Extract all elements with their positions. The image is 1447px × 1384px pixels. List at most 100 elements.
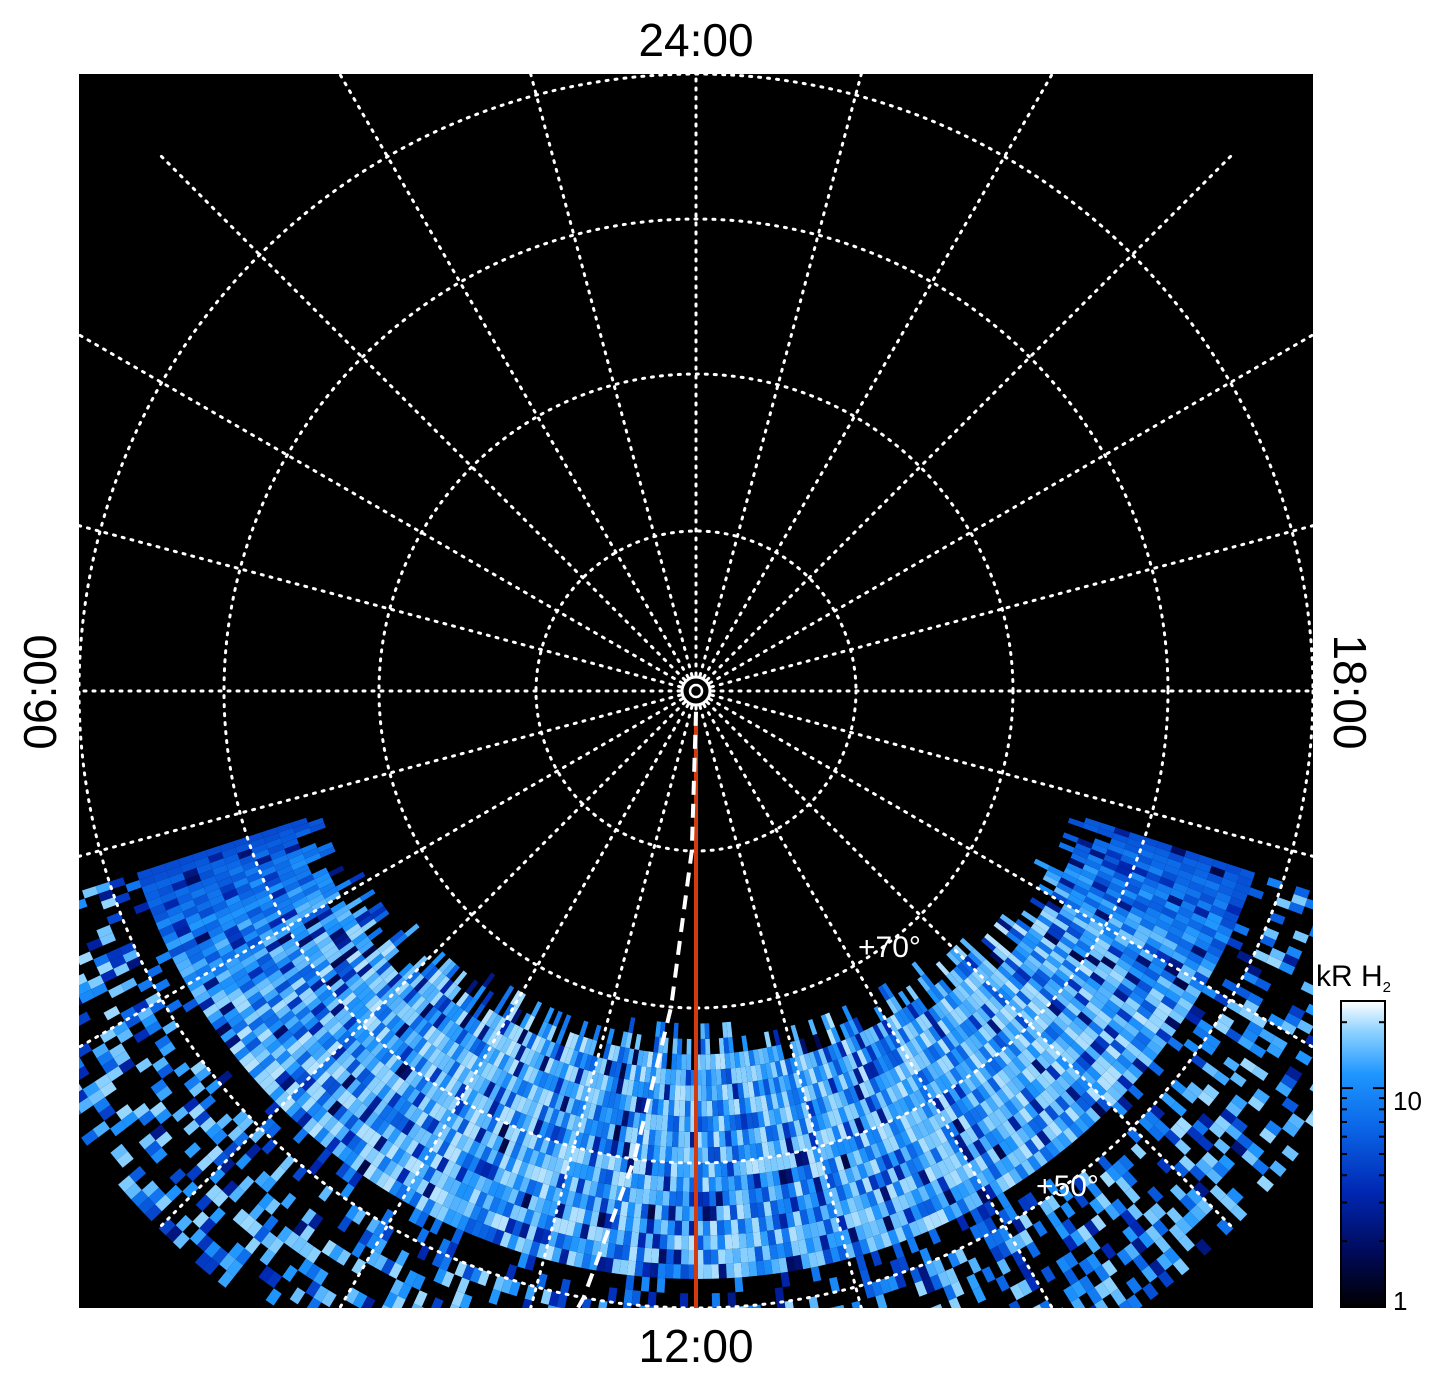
emission-cell: [1136, 1051, 1153, 1067]
emission-cell: [999, 1006, 1015, 1023]
emission-cell: [774, 1287, 785, 1303]
emission-cell: [1027, 977, 1044, 992]
emission-cell: [1035, 1074, 1051, 1090]
emission-cell: [279, 870, 296, 883]
emission-cell: [276, 822, 294, 833]
emission-cell: [290, 1086, 306, 1102]
emission-cell: [303, 944, 320, 959]
emission-cell: [487, 1100, 500, 1117]
emission-cell: [724, 1234, 733, 1250]
lt-label-top: 24:00: [638, 14, 753, 66]
emission-cell: [613, 1244, 623, 1260]
emission-cell: [1149, 1103, 1166, 1120]
emission-cell: [896, 1210, 909, 1227]
emission-cell: [1144, 993, 1161, 1008]
emission-cell: [642, 1262, 651, 1278]
emission-cell: [1140, 973, 1157, 988]
emission-cell: [332, 932, 349, 946]
emission-cell: [1002, 1172, 1017, 1189]
emission-cell: [1107, 916, 1124, 929]
emission-cell: [555, 1202, 566, 1219]
emission-cell: [481, 990, 495, 1007]
emission-cell: [408, 1033, 423, 1050]
emission-cell: [211, 989, 228, 1004]
emission-cell: [1097, 827, 1114, 839]
emission-cell: [727, 1083, 734, 1100]
emission-cell: [254, 1170, 271, 1188]
emission-cell: [1070, 1297, 1086, 1308]
emission-cell: [579, 1053, 589, 1070]
emission-cell: [1045, 1084, 1061, 1101]
emission-cell: [1024, 1138, 1040, 1155]
emission-cell: [338, 1146, 353, 1163]
emission-cell: [1172, 1003, 1190, 1018]
emission-cell: [703, 1264, 712, 1279]
emission-cell: [930, 1307, 933, 1308]
emission-cell: [1189, 1204, 1207, 1222]
emission-cell: [1059, 1031, 1075, 1046]
emission-cell: [459, 1013, 473, 1029]
emission-cell: [769, 1061, 778, 1078]
emission-cell: [1120, 1209, 1137, 1227]
emission-cell: [349, 1118, 365, 1135]
emission-cell: [160, 891, 177, 904]
emission-cell: [232, 1109, 249, 1126]
emission-cell: [337, 987, 353, 1003]
emission-cell: [165, 999, 183, 1014]
emission-cell: [644, 1233, 654, 1249]
emission-cell: [1180, 964, 1197, 978]
emission-cell: [159, 1041, 176, 1057]
emission-cell: [521, 1238, 534, 1255]
emission-cell: [813, 1066, 823, 1083]
emission-cell: [1166, 858, 1182, 870]
emission-cell: [962, 1354, 976, 1371]
emission-cell: [1226, 1187, 1244, 1205]
emission-cell: [670, 1162, 678, 1178]
emission-cell: [291, 1045, 307, 1061]
emission-cell: [239, 1005, 256, 1020]
emission-cell: [326, 922, 343, 936]
emission-cell: [1053, 1116, 1069, 1132]
emission-cell: [464, 1034, 478, 1051]
emission-cell: [1203, 951, 1220, 965]
emission-cell: [210, 931, 227, 945]
emission-cell: [913, 1053, 927, 1070]
emission-cell: [817, 1064, 828, 1081]
emission-cell: [747, 1128, 756, 1145]
emission-cell: [1151, 894, 1167, 907]
emission-cell: [201, 875, 218, 888]
emission-cell: [100, 968, 117, 983]
emission-cell: [0, 935, 10, 949]
emission-cell: [870, 1093, 882, 1111]
emission-cell: [1015, 990, 1032, 1006]
emission-cell: [1101, 927, 1118, 940]
emission-cell: [1125, 1277, 1143, 1295]
emission-cell: [984, 1131, 999, 1148]
emission-cell: [1130, 1143, 1147, 1160]
emission-cell: [314, 903, 331, 917]
emission-cell: [462, 1137, 475, 1154]
emission-cell: [636, 1246, 645, 1263]
emission-cell: [762, 1078, 771, 1096]
emission-cell: [1019, 963, 1036, 978]
emission-cell: [455, 991, 470, 1008]
emission-cell: [803, 1053, 813, 1070]
emission-cell: [755, 1260, 766, 1276]
emission-cell: [949, 1202, 963, 1219]
emission-cell: [1117, 928, 1134, 942]
emission-cell: [1197, 854, 1214, 866]
emission-cell: [475, 1111, 488, 1128]
emission-cell: [548, 1075, 560, 1093]
emission-cell: [284, 914, 301, 927]
emission-cell: [442, 961, 457, 976]
emission-cell: [1089, 848, 1106, 860]
emission-cell: [199, 1116, 217, 1133]
emission-cell: [1104, 950, 1120, 964]
emission-cell: [833, 1231, 845, 1247]
emission-cell: [856, 1049, 868, 1066]
emission-cell: [1112, 1013, 1128, 1029]
emission-cell: [1080, 901, 1098, 915]
emission-cell: [267, 969, 284, 983]
emission-cell: [936, 1192, 950, 1209]
emission-cell: [361, 1072, 376, 1088]
